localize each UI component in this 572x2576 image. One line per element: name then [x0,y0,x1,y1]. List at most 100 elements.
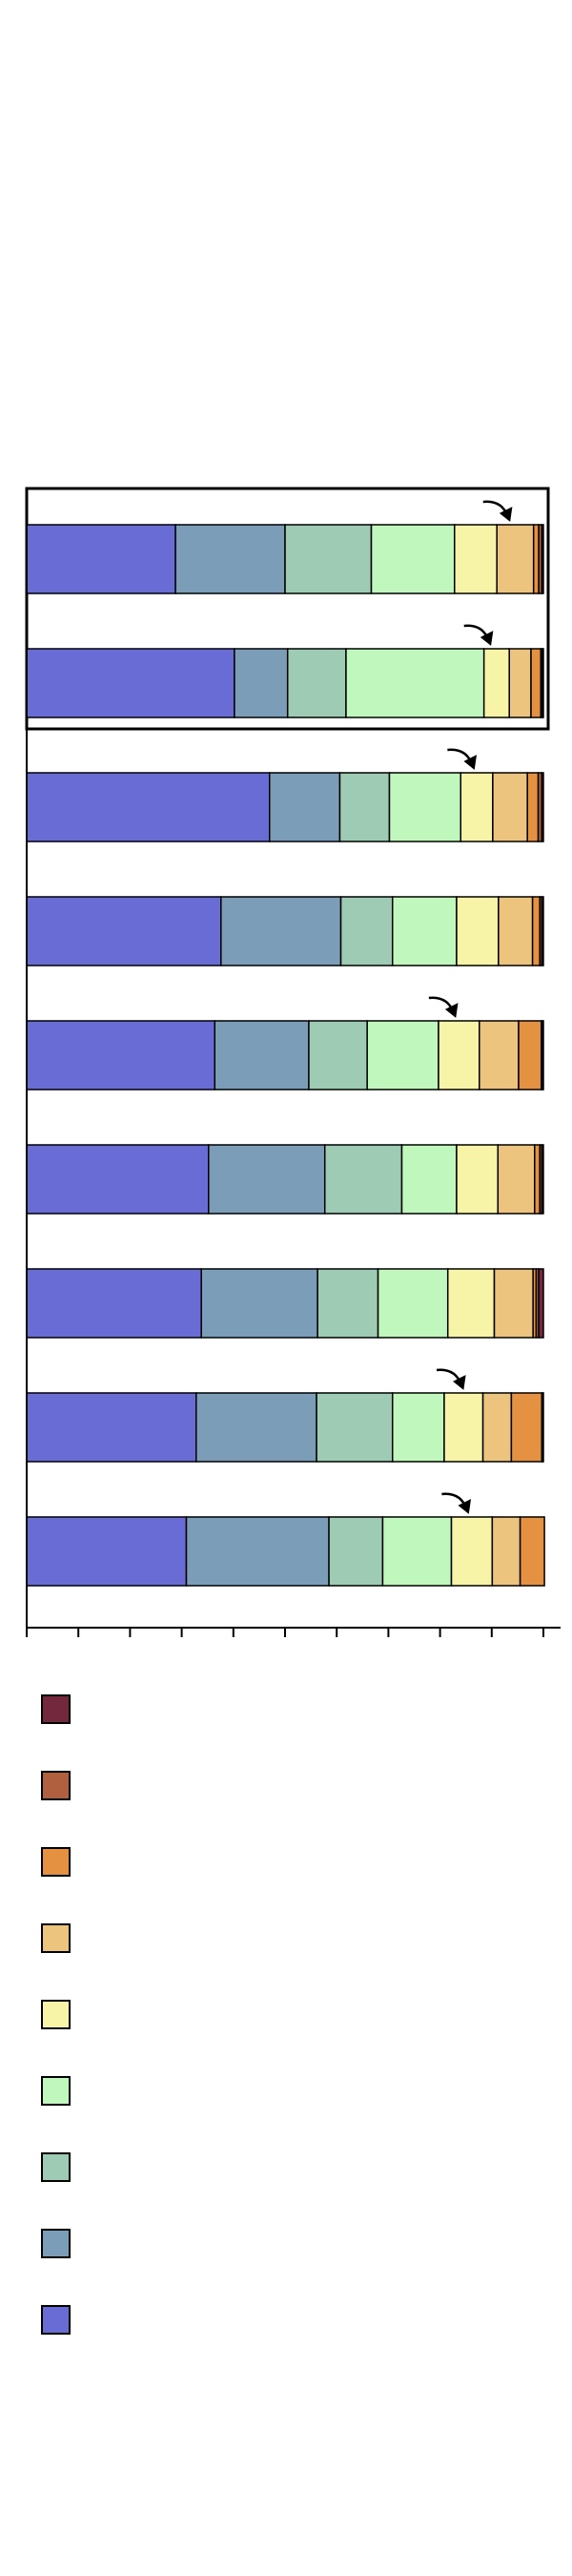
annotation-arrow-head [463,755,478,770]
bar-segment-row8-series1 [26,1392,197,1463]
bar-segment-row8-series6 [481,1392,513,1463]
annotation-arrow [447,748,478,770]
bar-segment-row6-series5 [456,1144,500,1215]
bar-segment-row9-series2 [185,1516,330,1587]
bar-segment-row8-series4 [391,1392,445,1463]
bar-segment-row9-series5 [450,1516,494,1587]
bar-segment-row1-series6 [496,524,535,594]
legend-swatch [41,2076,71,2106]
bar-segment-row5-series1 [26,1020,216,1091]
legend-swatch [41,2229,71,2258]
annotation-arrow-head [480,631,494,646]
bar-segment-row5-series2 [214,1020,310,1091]
bar-segment-row1-series3 [284,524,373,594]
bar-segment-row7-series3 [317,1268,379,1339]
annotation-arrow [463,624,494,646]
bar-segment-row9-series1 [26,1516,188,1587]
bar-segment-row7-series9 [538,1268,544,1339]
bar-row-4 [26,896,544,966]
bar-segment-row1-series7 [532,524,540,594]
legend-entry [41,2305,71,2335]
legend-swatch [41,1847,71,1877]
bar-segment-row2-series5 [482,648,510,718]
bar-segment-row5-series3 [308,1020,368,1091]
bar-segment-row5-series5 [438,1020,480,1091]
annotation-arrow-head [458,1499,472,1514]
annotation-arrow [436,1368,466,1390]
legend-swatch [41,2305,71,2335]
bar-segment-row4-series2 [220,896,342,966]
bar-segment-row6-series2 [208,1144,326,1215]
bar-row-9 [26,1516,545,1587]
legend-entry [41,2076,71,2106]
bar-segment-row8-series3 [316,1392,394,1463]
bar-segment-row8-series5 [443,1392,484,1463]
bar-row-6 [26,1144,544,1215]
bar-segment-row3-series4 [388,772,462,842]
legend-entry [41,1847,71,1877]
bar-segment-row1-series1 [26,524,176,594]
bar-segment-row2-series1 [26,648,235,718]
bar-segment-row1-series4 [370,524,456,594]
bar-segment-row2-series3 [286,648,347,718]
bar-segment-row2-series4 [345,648,485,718]
bar-segment-row6-series3 [323,1144,403,1215]
bar-segment-row2-series6 [508,648,532,718]
legend-entry [41,2000,71,2029]
bar-segment-row7-series4 [377,1268,449,1339]
bar-segment-row8-series7 [510,1392,543,1463]
bar-segment-row3-series7 [526,772,540,842]
bar-segment-row6-series6 [497,1144,536,1215]
bar-row-1 [26,524,544,594]
annotation-arrows-layer [428,500,513,1514]
annotation-arrow-head [444,1003,459,1018]
bar-segment-row3-series9 [541,772,544,842]
bar-segment-row3-series2 [268,772,341,842]
annotation-arrow-head [499,507,513,522]
bar-segment-row9-series3 [328,1516,384,1587]
bar-segment-row3-series5 [460,772,494,842]
bar-segment-row7-series2 [200,1268,318,1339]
bar-segment-row6-series9 [541,1144,544,1215]
bar-segment-row2-series2 [234,648,289,718]
bar-segment-row9-series4 [381,1516,453,1587]
bar-segment-row6-series4 [400,1144,458,1215]
bar-segment-row3-series1 [26,772,271,842]
bar-segment-row1-series2 [174,524,286,594]
legend-entry [41,1694,71,1724]
x-axis [26,496,561,1637]
bar-segment-row5-series9 [541,1020,544,1091]
legend-entry [41,1923,71,1953]
legend-swatch [41,1694,71,1724]
bar-segment-row4-series5 [456,896,500,966]
bar-segment-row1-series9 [541,524,544,594]
bar-row-8 [26,1392,544,1463]
bar-row-5 [26,1020,544,1091]
bar-segment-row7-series1 [26,1268,202,1339]
annotation-arrow [441,1492,472,1514]
annotation-arrow [482,500,513,522]
legend-swatch [41,1771,71,1800]
bar-segment-row5-series6 [479,1020,520,1091]
bar-segment-row5-series4 [366,1020,439,1091]
legend-swatch [41,1923,71,1953]
bar-segment-row5-series7 [518,1020,542,1091]
bar-segment-row4-series4 [391,896,458,966]
bar-segment-row8-series9 [541,1392,544,1463]
bar-segment-row1-series5 [454,524,498,594]
bar-segment-row9-series6 [491,1516,521,1587]
bar-segment-row6-series1 [26,1144,210,1215]
bar-segment-row6-series7 [534,1144,541,1215]
bar-segment-row4-series3 [339,896,394,966]
bar-segment-row3-series3 [338,772,391,842]
annotation-arrow [428,996,459,1018]
legend-swatch [41,2152,71,2182]
legend-swatch [41,2000,71,2029]
bar-row-7 [26,1268,544,1339]
bar-segment-row3-series6 [492,772,528,842]
legend [41,1694,71,2335]
bar-segment-row7-series6 [493,1268,534,1339]
legend-entry [41,2229,71,2258]
bar-segment-row2-series7 [530,648,542,718]
